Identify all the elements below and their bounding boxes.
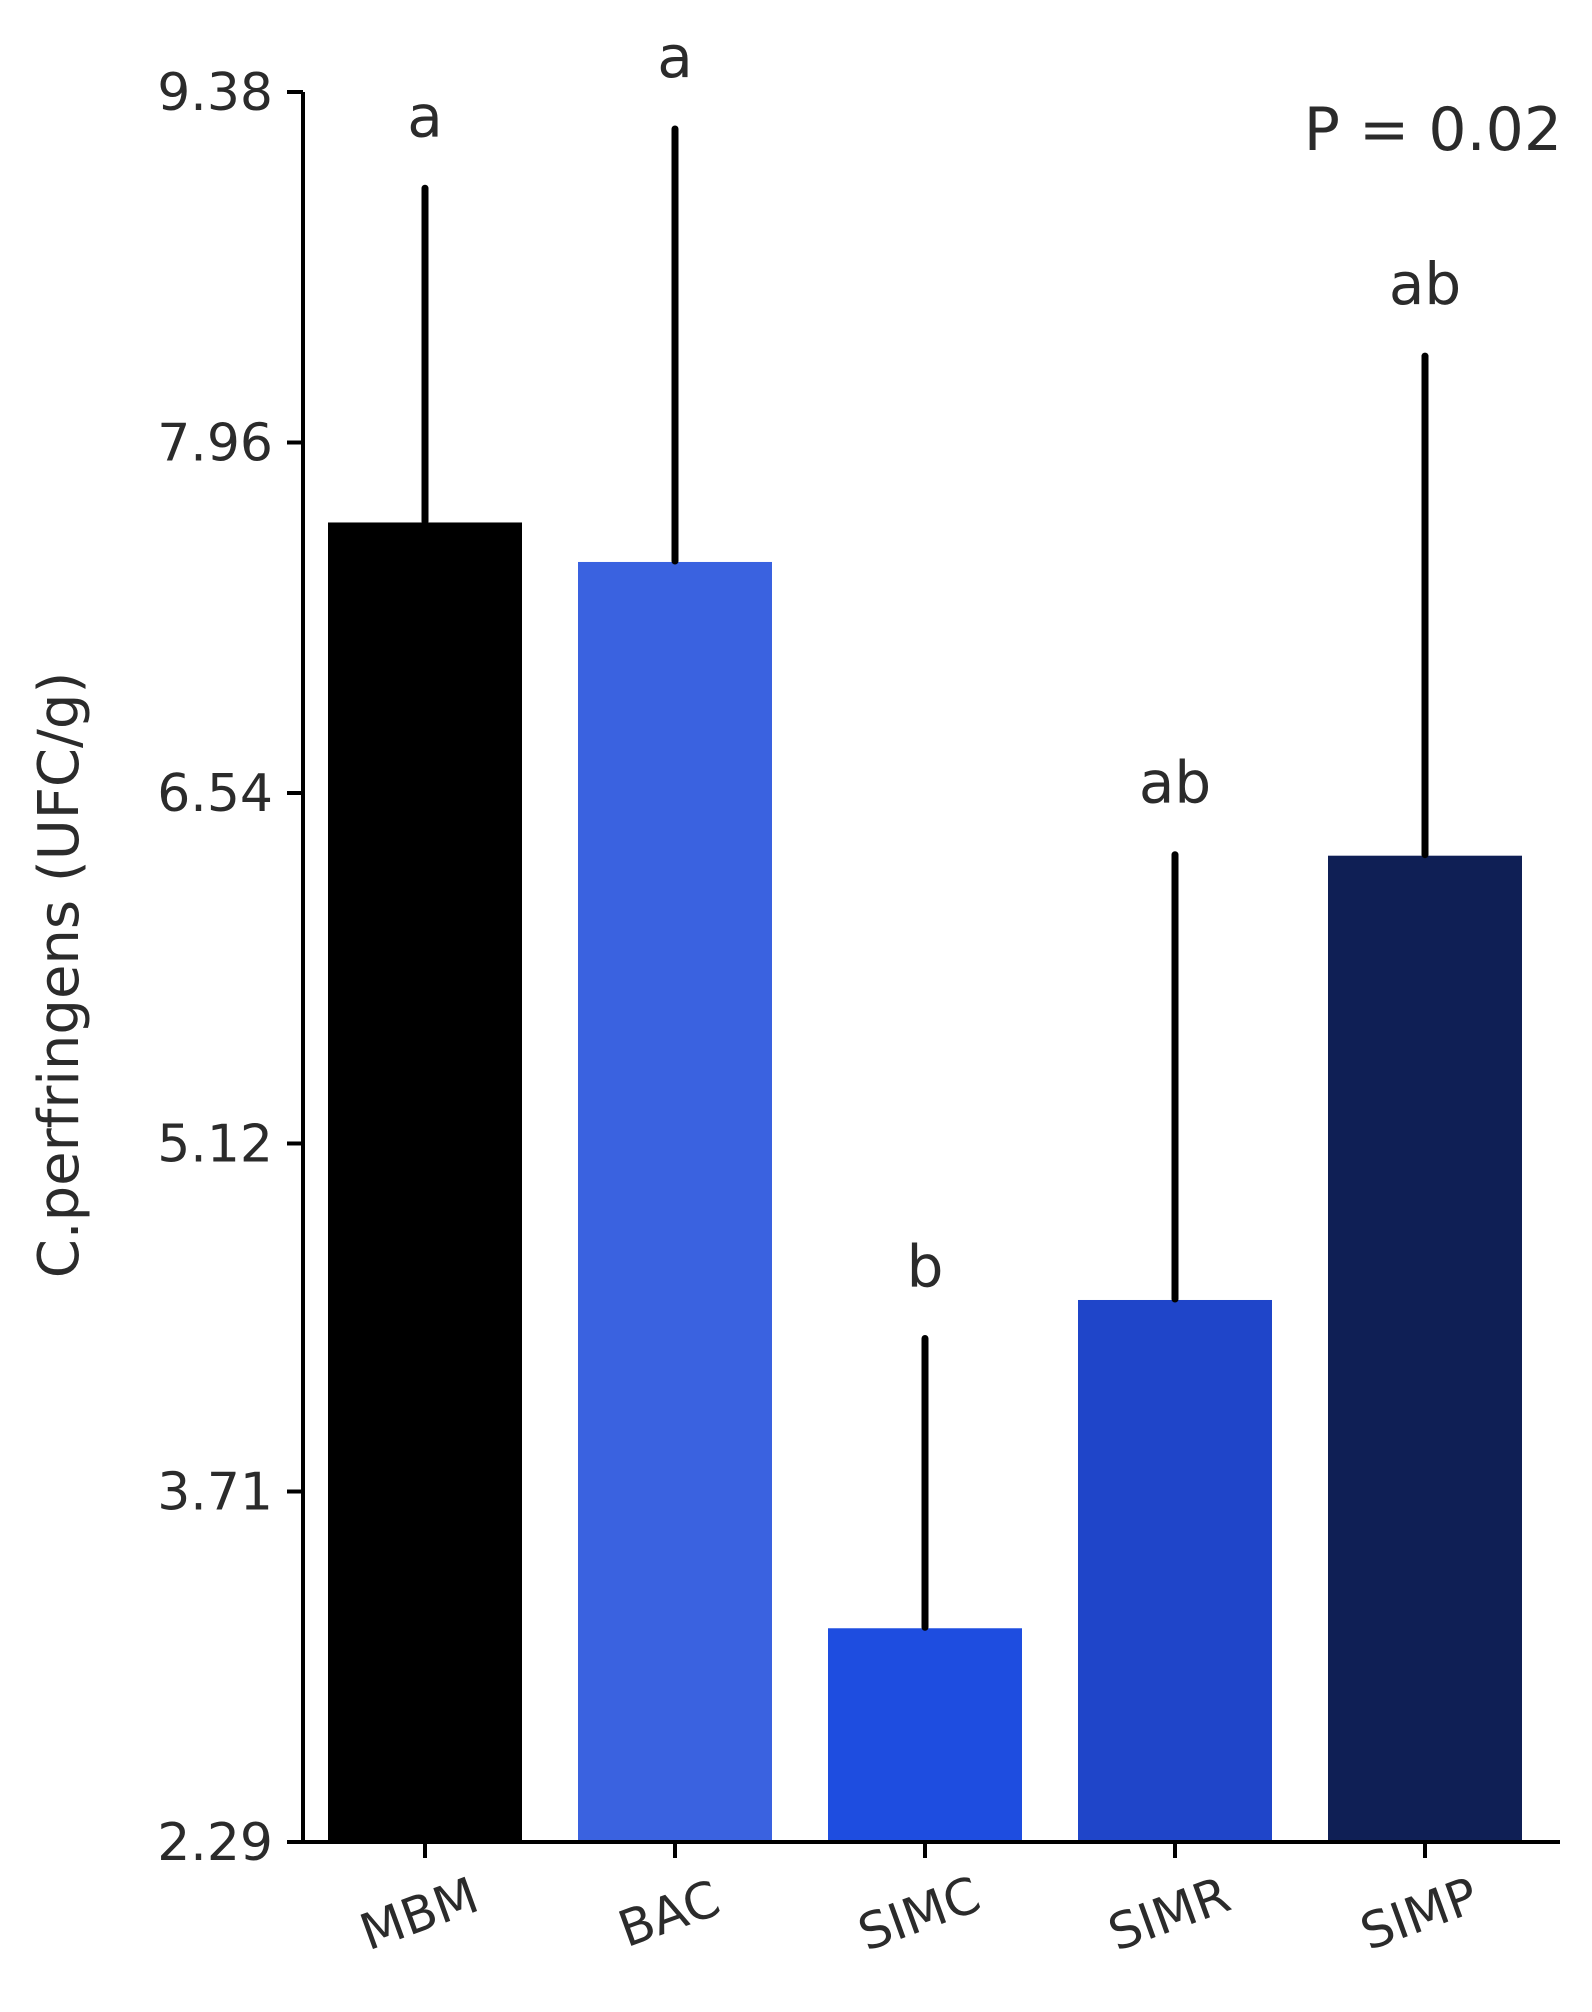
significance-label: a: [657, 23, 693, 91]
significance-label: ab: [1389, 250, 1461, 318]
category-label: SIMC: [851, 1865, 988, 1962]
y-ticks-layer: 2.29 3.71 5.12 6.54 7.96 9.38: [157, 63, 303, 1873]
significance-label: ab: [1139, 749, 1211, 817]
error-bars-layer: [421, 125, 1429, 1631]
p-value-annotation: P = 0.02: [1304, 95, 1562, 165]
category-label: MBM: [353, 1866, 486, 1962]
bar-bac: [576, 559, 774, 1844]
bar-simp: [1326, 853, 1524, 1843]
axes-layer: [301, 92, 1560, 1844]
bar-simr: [1076, 1297, 1274, 1843]
bar-simc: [826, 1626, 1024, 1844]
bars-layer: [326, 520, 1524, 1844]
significance-label: a: [407, 82, 443, 150]
y-tick-label: 5.12: [157, 1114, 273, 1174]
category-label: SIMR: [1101, 1866, 1238, 1963]
y-tick-label: 2.29: [157, 1813, 273, 1873]
y-tick-label: 3.71: [157, 1463, 273, 1523]
y-axis-label: C.perfringens (UFC/g): [27, 672, 92, 1279]
category-label: BAC: [611, 1869, 727, 1959]
y-tick-label: 7.96: [157, 413, 273, 473]
y-tick-label: 9.38: [157, 63, 273, 123]
y-tick-label: 6.54: [157, 764, 273, 824]
category-label: SIMP: [1353, 1866, 1485, 1961]
significance-label: b: [907, 1232, 944, 1300]
bar-mbm: [326, 520, 524, 1843]
